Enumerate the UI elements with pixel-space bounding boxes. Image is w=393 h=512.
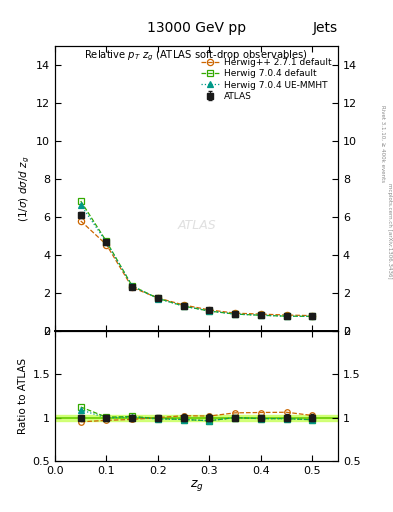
Herwig++ 2.7.1 default: [284, 312, 289, 318]
Herwig++ 2.7.1 default: [156, 295, 160, 301]
Herwig 7.0.4 UE-MMHT: [181, 303, 186, 309]
Herwig++ 2.7.1 default: [207, 307, 212, 313]
Herwig 7.0.4 default: [233, 311, 237, 317]
Herwig++ 2.7.1 default: [78, 218, 83, 224]
Line: Herwig++ 2.7.1 default: Herwig++ 2.7.1 default: [78, 218, 315, 319]
Herwig++ 2.7.1 default: [310, 312, 315, 318]
Herwig++ 2.7.1 default: [181, 302, 186, 308]
Herwig 7.0.4 default: [284, 313, 289, 319]
Line: Herwig 7.0.4 default: Herwig 7.0.4 default: [78, 198, 315, 319]
Y-axis label: $(1/\sigma)\ d\sigma/d\ z_g$: $(1/\sigma)\ d\sigma/d\ z_g$: [17, 155, 32, 222]
Herwig++ 2.7.1 default: [233, 310, 237, 316]
Text: Relative $p_{T}$ $z_g$ (ATLAS soft-drop observables): Relative $p_{T}$ $z_g$ (ATLAS soft-drop …: [84, 49, 309, 63]
Legend: Herwig++ 2.7.1 default, Herwig 7.0.4 default, Herwig 7.0.4 UE-MMHT, ATLAS: Herwig++ 2.7.1 default, Herwig 7.0.4 def…: [199, 56, 334, 103]
Herwig 7.0.4 UE-MMHT: [156, 295, 160, 302]
Herwig++ 2.7.1 default: [104, 242, 109, 248]
Herwig 7.0.4 default: [104, 239, 109, 245]
Herwig 7.0.4 UE-MMHT: [78, 202, 83, 208]
Text: mcplots.cern.ch [arXiv:1306.3436]: mcplots.cern.ch [arXiv:1306.3436]: [387, 183, 391, 278]
Line: Herwig 7.0.4 UE-MMHT: Herwig 7.0.4 UE-MMHT: [78, 202, 315, 319]
Text: 13000 GeV pp: 13000 GeV pp: [147, 21, 246, 35]
Text: Rivet 3.1.10, ≥ 400k events: Rivet 3.1.10, ≥ 400k events: [381, 105, 386, 182]
Herwig 7.0.4 default: [78, 198, 83, 204]
Herwig++ 2.7.1 default: [130, 284, 134, 290]
Herwig 7.0.4 UE-MMHT: [310, 313, 315, 319]
Herwig 7.0.4 default: [181, 303, 186, 309]
Herwig 7.0.4 UE-MMHT: [233, 311, 237, 317]
Herwig 7.0.4 UE-MMHT: [284, 313, 289, 319]
Text: Jets: Jets: [313, 21, 338, 35]
Herwig 7.0.4 default: [130, 283, 134, 289]
Herwig 7.0.4 UE-MMHT: [130, 283, 134, 289]
Herwig 7.0.4 UE-MMHT: [207, 308, 212, 314]
Herwig 7.0.4 UE-MMHT: [259, 312, 263, 318]
Herwig 7.0.4 default: [310, 313, 315, 319]
Y-axis label: Ratio to ATLAS: Ratio to ATLAS: [18, 358, 28, 434]
X-axis label: $z_g$: $z_g$: [189, 478, 204, 494]
Herwig 7.0.4 default: [259, 312, 263, 318]
Bar: [55, 415, 338, 421]
Text: ATLAS: ATLAS: [177, 219, 216, 232]
Herwig 7.0.4 default: [207, 308, 212, 314]
Herwig 7.0.4 UE-MMHT: [104, 239, 109, 245]
Herwig 7.0.4 default: [156, 295, 160, 302]
Herwig++ 2.7.1 default: [259, 311, 263, 317]
